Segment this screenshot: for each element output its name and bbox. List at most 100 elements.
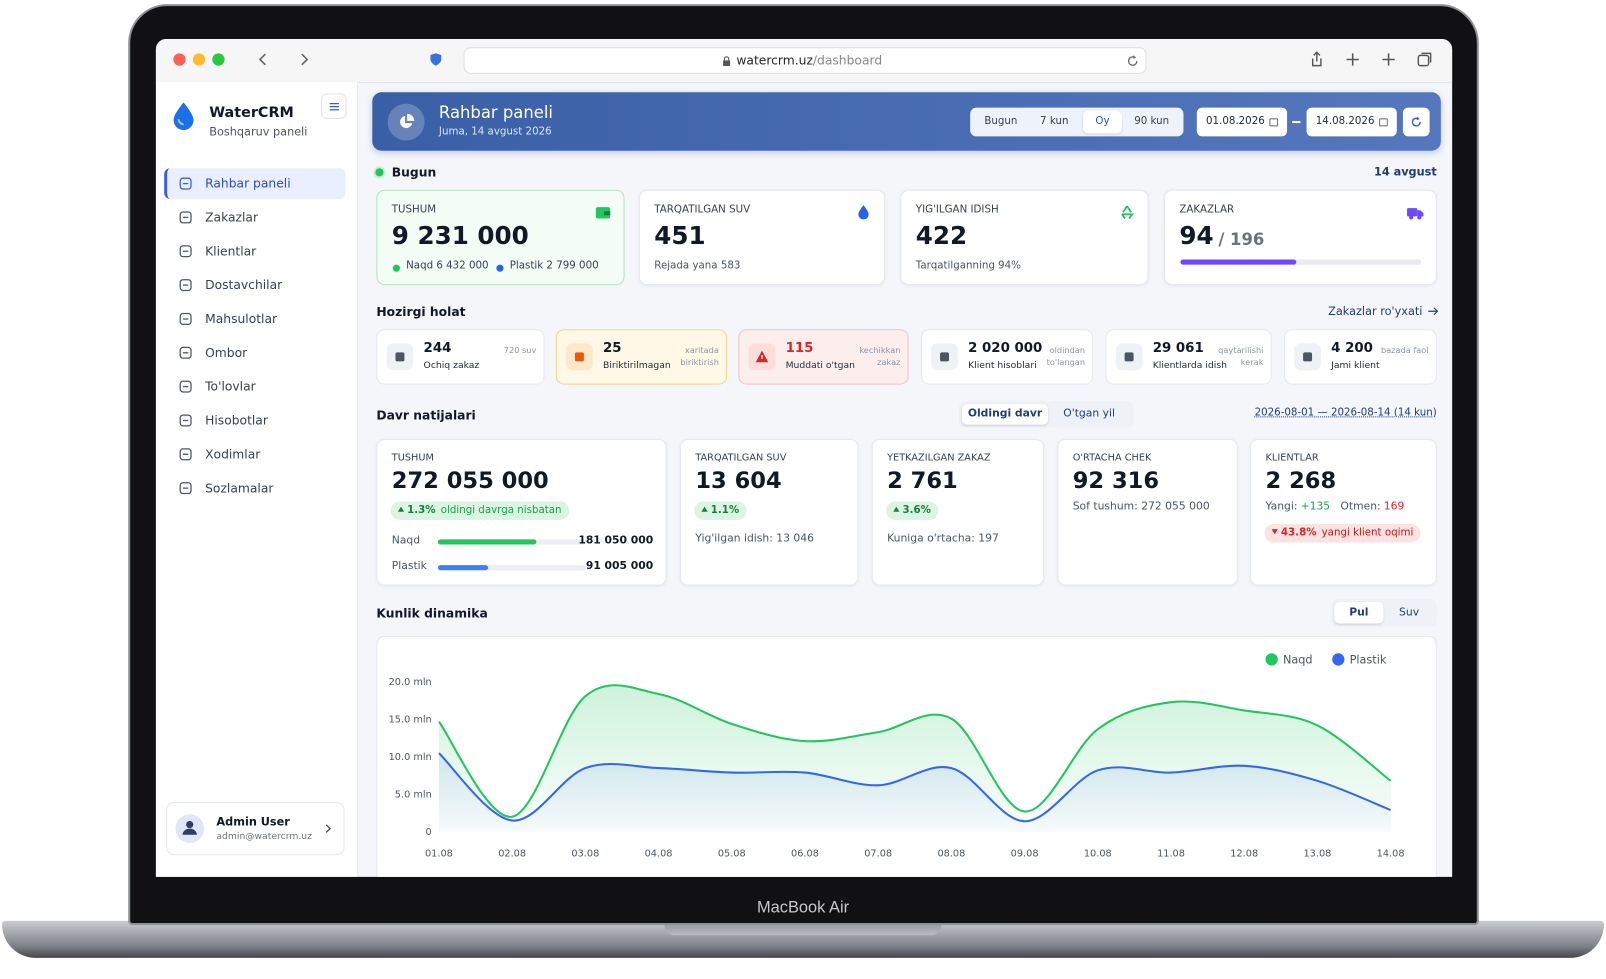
nav-item[interactable]: Dostavchilar (164, 270, 346, 301)
back-button[interactable] (256, 52, 270, 66)
icon-shape (179, 380, 192, 393)
status-card[interactable]: 4 200 Jami klient bazada faol (1283, 329, 1437, 385)
nav-item[interactable]: Xodimlar (164, 439, 346, 470)
status-value: 4 200 (1331, 340, 1373, 356)
y-tick-label: 20.0 mln (389, 677, 432, 688)
status-card[interactable]: 29 061 Klientlarda idish qaytarilishi kera… (1105, 329, 1272, 385)
status-value: 115 (785, 340, 814, 356)
address-bar[interactable]: watercrm.uz/dashboard (463, 47, 1147, 74)
icon-shape (1379, 118, 1388, 127)
status-note: 720 suv (503, 345, 537, 355)
menu-button[interactable] (320, 93, 347, 119)
forward-button[interactable] (296, 52, 310, 66)
legend-dot (496, 264, 504, 272)
screen: watercrm.uz/dashboard WaterCRM Boshqaruv p… (155, 38, 1453, 877)
compare-tab[interactable]: Oldingi davr (961, 404, 1049, 425)
nav-item[interactable]: To'lovlar (164, 371, 346, 402)
period-button[interactable]: Oy (1082, 110, 1122, 134)
split-bar (437, 539, 537, 545)
change-note: oldingi davrga nisbatan (440, 504, 562, 516)
nav-item[interactable]: Zakazlar (164, 202, 346, 233)
icon-shape (1269, 118, 1279, 127)
header-icon-glyph (400, 113, 415, 129)
nav-item[interactable]: Sozlamalar (164, 473, 346, 504)
y-tick-label: 15.0 mln (389, 714, 432, 725)
icon-shape (173, 102, 194, 131)
icon-shape (186, 820, 194, 829)
card-value: 272 055 000 (391, 468, 549, 495)
header-date: Juma, 14 avgust 2026 (438, 126, 552, 138)
icon-shape (604, 211, 611, 216)
add-button[interactable] (1380, 51, 1396, 67)
toggle-label: Suv (1399, 606, 1420, 619)
date-to-input[interactable]: 14.08.2026 (1306, 107, 1397, 137)
change-badge: 1.3% oldingi davrga nisbatan (390, 501, 569, 520)
card-value: 2 761 (887, 468, 958, 495)
share-button[interactable] (1309, 51, 1325, 67)
tabs-button[interactable] (1416, 51, 1432, 67)
summary-card: TARQATILGAN SUV 451 Rejada yana 583 (638, 189, 886, 286)
change-badge: 43.8% yangi klient oqimi (1264, 524, 1421, 543)
window-control[interactable] (192, 53, 206, 66)
nav-item[interactable]: Klientlar (164, 236, 346, 267)
card-title: TARQATILGAN SUV (654, 204, 751, 216)
split-track (437, 539, 587, 545)
status-card[interactable]: 244 Ochiq zakaz 720 suv (376, 329, 545, 385)
logo (173, 102, 194, 131)
status-card[interactable]: 25 Biriktirilmagan xaritada biriktirish (555, 329, 728, 385)
chart-card: 0 5.0 mln 10.0 mln 15.0 mln 20.0 mln 01.08 02.… (376, 635, 1437, 877)
shield-icon (430, 53, 442, 66)
split-amount: 91 005 000 (585, 559, 654, 573)
client-flow: Yangi: +135 Otmen: 169 (1266, 500, 1405, 512)
status-card[interactable]: 115 Muddati o'tgan kechikkan zakaz (738, 329, 909, 385)
toggle-button[interactable]: Pul (1334, 601, 1384, 624)
icon-shape (177, 119, 184, 126)
reload-button[interactable] (1126, 54, 1139, 67)
date-range: 2026-08-01 — 2026-08-14 (14 kun) (1254, 407, 1437, 419)
change-note: yangi klient oqimi (1321, 527, 1414, 539)
nav-icon (179, 448, 192, 461)
card-icon (1121, 205, 1135, 219)
x-tick-label: 13.08 (1303, 848, 1331, 859)
status-note: qaytarilishi kerak (1218, 345, 1264, 368)
brand-subtitle: Boshqaruv paneli (209, 125, 308, 139)
status-note: xaritada biriktirish (680, 345, 719, 368)
toggle-button[interactable]: Suv (1384, 602, 1433, 624)
split-label: Plastik (391, 559, 427, 573)
period-button[interactable]: 7 kun (1028, 111, 1081, 134)
nav-item[interactable]: Hisobotlar (164, 405, 346, 436)
new-tab-button[interactable] (1344, 51, 1360, 67)
section-title: Bugun (391, 165, 437, 180)
progress-track (1180, 259, 1422, 265)
icon-shape (1421, 52, 1432, 63)
nav-label: To'lovlar (205, 379, 256, 394)
trend-arrow (893, 506, 900, 512)
period-button[interactable]: Bugun (974, 111, 1027, 134)
user-card[interactable]: Admin User admin@watercrm.uz (166, 801, 345, 856)
card-value: 94 (1179, 221, 1214, 251)
window-control[interactable] (173, 53, 186, 66)
window-control[interactable] (212, 53, 225, 66)
icon-shape (395, 352, 405, 362)
refresh-button[interactable] (1402, 107, 1430, 137)
nav-item[interactable]: Ombor (164, 337, 346, 368)
compare-tab[interactable]: O'tgan yil (1049, 404, 1129, 425)
date-separator (1292, 121, 1301, 123)
icon-shape (407, 113, 415, 122)
icon-shape (858, 205, 869, 220)
card-title: TUSHUM (391, 204, 437, 216)
nav-item[interactable]: Rahbar paneli (164, 168, 346, 199)
nav-item[interactable]: Mahsulotlar (164, 304, 346, 335)
status-value: 25 (603, 340, 622, 356)
link[interactable]: Zakazlar ro'yxati (1328, 304, 1423, 318)
icon-shape (179, 414, 192, 427)
date-from-input[interactable]: 01.08.2026 (1196, 107, 1288, 137)
icon-shape (329, 102, 339, 111)
status-glyph (940, 352, 950, 362)
url-host: watercrm.uz (736, 53, 813, 68)
status-card[interactable]: 2 020 000 Klient hisoblari oldindan to'lan… (920, 329, 1094, 385)
live-dot (375, 168, 384, 177)
period-label: 90 kun (1134, 115, 1170, 128)
period-button[interactable]: 90 kun (1124, 111, 1179, 134)
split-bar (437, 565, 488, 571)
